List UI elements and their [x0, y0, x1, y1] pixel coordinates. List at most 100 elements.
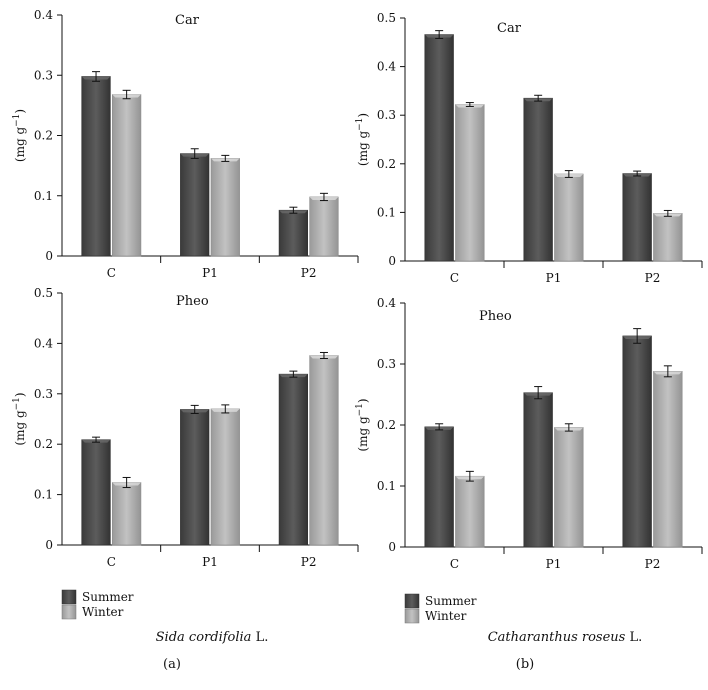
x-tick-label: P2 — [645, 557, 661, 571]
caption-right: Catharanthus roseus L. — [488, 630, 643, 645]
legend-label-summer: Summer — [82, 590, 134, 604]
y-tick-label: 0 — [45, 249, 53, 263]
y-tick-label: 0.4 — [34, 336, 53, 350]
panel-label-a: (a) — [163, 657, 181, 672]
legend-left: Summer Winter — [61, 589, 134, 620]
caption-right-suffix: L. — [625, 630, 642, 645]
bar-summer-c — [81, 76, 111, 257]
chart-title: Pheo — [176, 294, 209, 309]
y-axis-label-unit: (mg g — [356, 131, 370, 167]
bar-winter-p1 — [554, 173, 584, 262]
x-tick-label: C — [107, 555, 116, 569]
y-tick-label: 0.1 — [377, 479, 396, 493]
panel-label-b: (b) — [516, 657, 534, 672]
caption-left-suffix: L. — [251, 630, 268, 645]
y-axis-label: (mg g−1) — [12, 109, 27, 162]
bar-winter-p2 — [653, 213, 683, 262]
y-tick-label: 0.4 — [377, 60, 396, 74]
bar-winter-c — [112, 94, 142, 257]
legend-label-winter: Winter — [425, 609, 467, 623]
x-tick-label: C — [450, 557, 459, 571]
y-axis-label: (mg g−1) — [12, 392, 27, 445]
caption-left: Sida cordifolia L. — [156, 630, 269, 645]
bar-summer-c — [424, 426, 454, 548]
legend-swatch-summer — [61, 589, 77, 605]
bar-winter-c — [112, 482, 142, 546]
legend-swatch-winter — [61, 604, 77, 620]
y-tick-label: 0 — [45, 538, 53, 552]
chart-a-car: 0 0.1 0.2 0.3 0.4 (mg g−1) Car C P1 P2 — [12, 8, 359, 280]
y-tick-label: 0.2 — [377, 157, 396, 171]
bar-winter-c — [455, 104, 485, 262]
y-axis-label-exponent: −1 — [355, 403, 365, 416]
legend-swatch-summer — [404, 593, 420, 609]
legend-swatch-winter — [404, 608, 420, 624]
y-tick-label: 0.5 — [377, 11, 396, 25]
x-tick-label: P2 — [645, 271, 661, 285]
chart-b-car: 0 0.1 0.2 0.3 0.4 0.5 (mg g−1) Car C P1 P2 — [355, 11, 703, 285]
bar-winter-p1 — [210, 158, 240, 257]
y-tick-label: 0.2 — [377, 418, 396, 432]
bar-summer-c — [81, 439, 111, 546]
bar-summer-p2 — [278, 209, 308, 257]
chart-title: Pheo — [479, 309, 512, 324]
y-tick-label: 0.1 — [377, 205, 396, 219]
y-tick-label: 0.2 — [34, 437, 53, 451]
y-axis-label-unit: (mg g — [356, 416, 370, 452]
x-tick-label: P1 — [202, 555, 218, 569]
y-tick-label: 0.2 — [34, 129, 53, 143]
y-tick-label: 0.5 — [34, 286, 53, 300]
x-tick-label: P1 — [546, 271, 562, 285]
chart-title: Car — [497, 21, 522, 36]
y-tick-label: 0.1 — [34, 488, 53, 502]
y-axis-label-close: ) — [356, 398, 370, 403]
legend-label-summer: Summer — [425, 594, 477, 608]
bar-summer-p1 — [180, 153, 210, 257]
y-tick-label: 0.3 — [377, 357, 396, 371]
y-axis-label-close: ) — [13, 392, 27, 397]
bar-summer-p2 — [622, 335, 652, 548]
x-tick-label: C — [107, 266, 116, 280]
y-tick-label: 0.3 — [34, 387, 53, 401]
x-tick-label: P1 — [202, 266, 218, 280]
y-axis-label-exponent: −1 — [12, 114, 22, 127]
y-tick-label: 0.1 — [34, 189, 53, 203]
bar-summer-p1 — [523, 97, 553, 262]
y-tick-label: 0.3 — [377, 108, 396, 122]
chart-b-pheo: 0 0.1 0.2 0.3 0.4 (mg g−1) Pheo C P1 P2 — [355, 296, 703, 571]
y-axis-label-unit: (mg g — [13, 127, 27, 163]
bar-summer-c — [424, 34, 454, 262]
bar-winter-p1 — [554, 427, 584, 548]
caption-right-species: Catharanthus roseus — [488, 630, 626, 645]
y-axis-label-close: ) — [13, 109, 27, 114]
y-tick-label: 0 — [388, 540, 396, 554]
y-tick-label: 0 — [388, 254, 396, 268]
bar-summer-p1 — [180, 409, 210, 546]
legend-label-winter: Winter — [82, 605, 124, 619]
x-tick-label: P1 — [546, 557, 562, 571]
caption-left-species: Sida cordifolia — [156, 630, 252, 645]
bar-winter-p2 — [309, 355, 339, 546]
y-axis-label-close: ) — [356, 113, 370, 118]
x-tick-label: C — [450, 271, 459, 285]
y-tick-label: 0.3 — [34, 68, 53, 82]
legend-right: Summer Winter — [404, 593, 477, 624]
bar-winter-c — [455, 475, 485, 548]
x-tick-label: P2 — [301, 555, 317, 569]
bar-summer-p1 — [523, 392, 553, 548]
chart-a-pheo: 0 0.1 0.2 0.3 0.4 0.5 (mg g−1) Pheo C P1 P2 — [12, 286, 359, 569]
y-axis-label-exponent: −1 — [355, 118, 365, 131]
x-tick-label: P2 — [301, 266, 317, 280]
bar-winter-p2 — [309, 196, 339, 257]
bar-summer-p2 — [278, 373, 308, 546]
y-tick-label: 0.4 — [34, 8, 53, 22]
bar-winter-p2 — [653, 371, 683, 548]
y-axis-label-exponent: −1 — [12, 397, 22, 410]
y-tick-label: 0.4 — [377, 296, 396, 310]
y-axis-label: (mg g−1) — [355, 398, 370, 451]
bar-winter-p1 — [210, 408, 240, 546]
chart-title: Car — [175, 13, 200, 28]
y-axis-label: (mg g−1) — [355, 113, 370, 166]
bar-summer-p2 — [622, 173, 652, 262]
